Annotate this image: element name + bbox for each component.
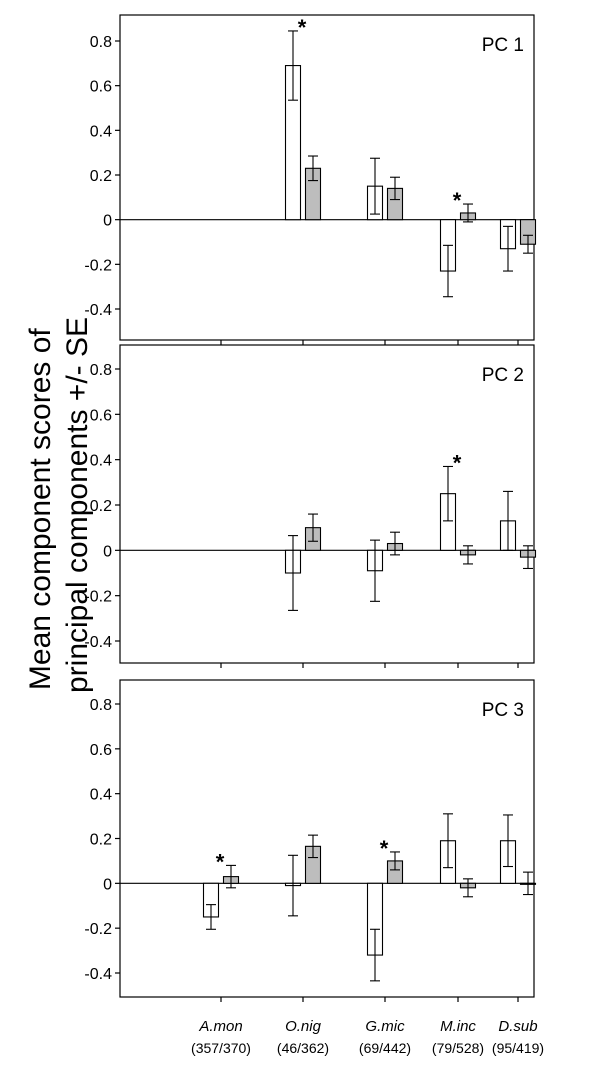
y-tick-label: 0.8 — [90, 362, 112, 379]
y-axis-label-line1: Mean component scores of — [24, 328, 57, 691]
significance-star: * — [453, 188, 462, 213]
y-tick-label: 0.4 — [90, 453, 112, 470]
panel-label: PC 2 — [482, 365, 524, 386]
panel-label: PC 1 — [482, 35, 524, 56]
panel-frame — [119, 679, 535, 998]
y-tick-label: 0.2 — [90, 498, 112, 515]
y-tick-label: 0.6 — [90, 407, 112, 424]
y-tick-label: 0 — [103, 543, 112, 560]
x-category-label: M.inc — [440, 1018, 476, 1035]
y-tick-label: -0.4 — [84, 302, 112, 319]
y-tick-label: 0.6 — [90, 79, 112, 96]
y-tick-label: -0.4 — [84, 966, 112, 983]
y-tick-label: 0.2 — [90, 832, 112, 849]
y-tick-label: 0.8 — [90, 697, 112, 714]
panel-3: 0.8 0.6 0.4 0.2 0 -0.2 -0.4 PC 3 * * — [84, 679, 537, 1002]
y-tick-label: 0.8 — [90, 34, 112, 51]
y-tick-label: -0.2 — [84, 589, 112, 606]
panel-frame — [119, 14, 535, 341]
y-tick-label: 0.4 — [90, 123, 112, 140]
x-category-sample-size: (95/419) — [492, 1040, 544, 1056]
panel-1: 0.8 0.6 0.4 0.2 0 -0.2 -0.4 PC 1 * * — [84, 14, 537, 345]
y-axis-label: Mean component scores of principal compo… — [24, 317, 94, 693]
y-tick-label: 0.6 — [90, 742, 112, 759]
significance-star: * — [380, 836, 389, 861]
x-axis-categories: A.mon (357/370) O.nig (46/362) G.mic (69/442)… — [191, 1018, 544, 1056]
panel-label: PC 3 — [482, 700, 524, 721]
significance-star: * — [216, 849, 225, 874]
x-category-label: G.mic — [365, 1018, 405, 1035]
y-axis-label-line2: principal components +/- SE — [61, 317, 94, 693]
x-category-label: A.mon — [198, 1018, 242, 1035]
x-category-label: D.sub — [498, 1018, 537, 1035]
panel-2: 0.8 0.6 0.4 0.2 0 -0.2 -0.4 PC 2 * — [84, 344, 537, 668]
y-tick-label: 0 — [103, 876, 112, 893]
x-category-sample-size: (69/442) — [359, 1040, 411, 1056]
y-tick-label: -0.2 — [84, 257, 112, 274]
panel-frame — [119, 344, 535, 664]
significance-star: * — [453, 450, 462, 475]
y-tick-label: 0.4 — [90, 787, 112, 804]
x-category-sample-size: (79/528) — [432, 1040, 484, 1056]
x-category-sample-size: (46/362) — [277, 1040, 329, 1056]
y-tick-label: 0 — [103, 213, 112, 230]
x-category-label: O.nig — [285, 1018, 322, 1035]
y-tick-label: -0.4 — [84, 634, 112, 651]
significance-star: * — [298, 15, 307, 40]
y-tick-label: 0.2 — [90, 168, 112, 185]
x-category-sample-size: (357/370) — [191, 1040, 251, 1056]
chart-panels: 0.80.60.40.20-0.2-0.4PC 1**0.80.60.40.20… — [84, 14, 537, 1002]
y-tick-label: -0.2 — [84, 921, 112, 938]
